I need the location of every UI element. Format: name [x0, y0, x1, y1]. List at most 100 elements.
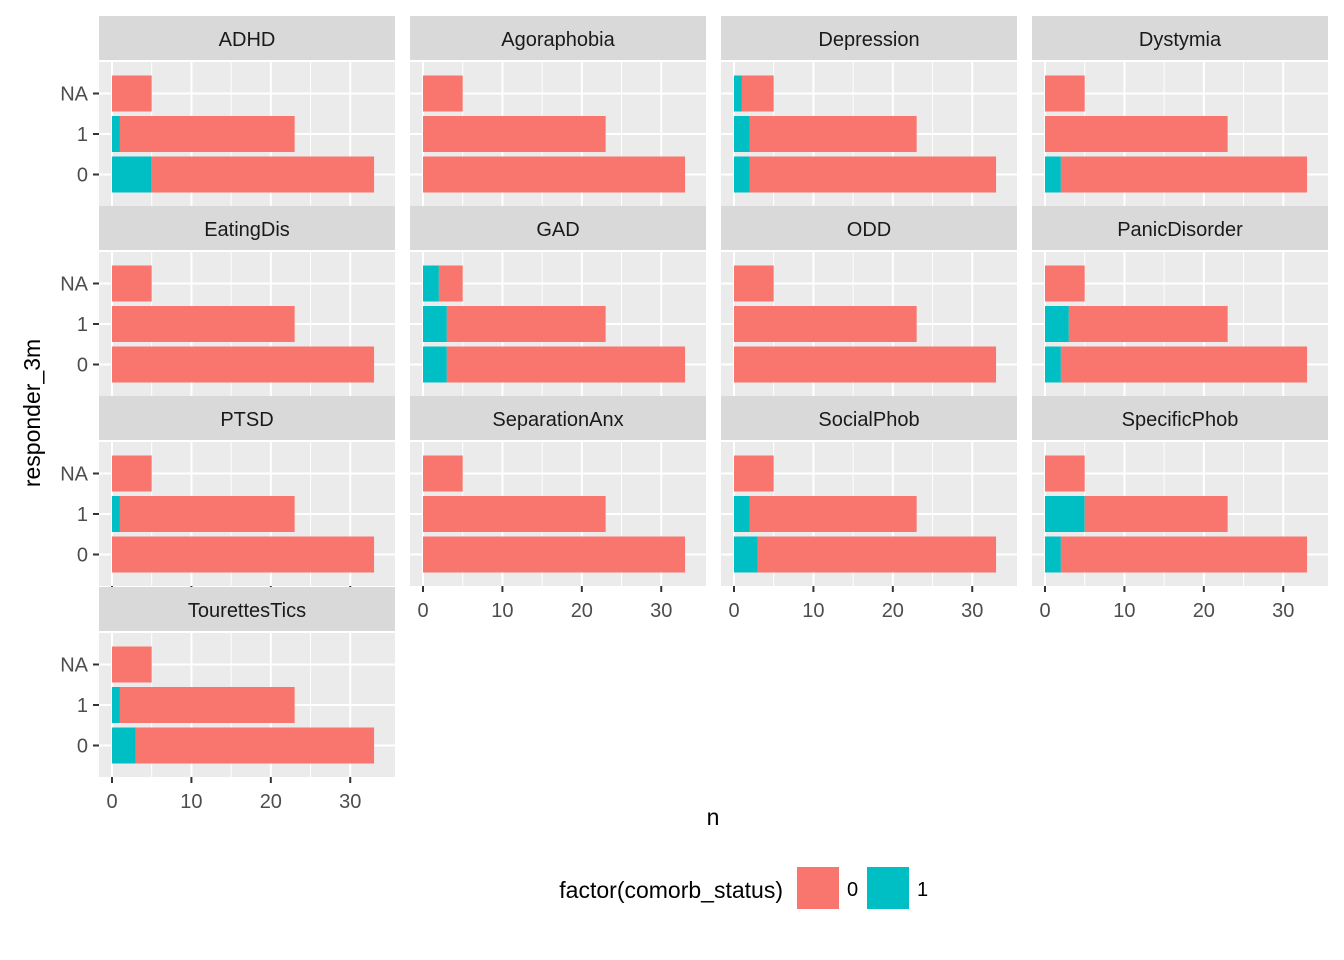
bar-segment-0: [112, 455, 152, 492]
x-tick-label: 20: [260, 791, 282, 813]
facet-panel: SocialPhob 0 10 20 30: [721, 396, 1017, 622]
bar-segment-1: [734, 156, 750, 193]
bar-segment-0: [1045, 265, 1085, 302]
x-tick-label: 0: [417, 600, 428, 622]
bar-segment-0: [423, 536, 686, 573]
bar-segment-0: [741, 75, 774, 112]
x-tick-label: 30: [650, 600, 672, 622]
bar-segment-0: [749, 116, 917, 152]
facet-title: ADHD: [219, 29, 276, 51]
y-axis-title: responder_3m: [19, 339, 45, 487]
x-tick-label: 10: [1113, 600, 1135, 622]
bar-segment-1: [112, 496, 120, 532]
facet-panel: ADHD 0 1 NA: [60, 16, 395, 212]
facet-panel: TourettesTics 0 1 NA 0 10 20 30: [60, 587, 395, 813]
bar-segment-0: [749, 156, 997, 193]
facet-strip: [99, 396, 395, 440]
bar-segment-1: [734, 536, 758, 573]
bar-segment-0: [119, 687, 295, 723]
facet-strip: [410, 16, 706, 60]
y-tick-label: 1: [77, 314, 88, 336]
bar-segment-0: [119, 496, 295, 532]
bar-segment-1: [1045, 496, 1085, 532]
bar-segment-0: [1060, 536, 1308, 573]
bar-segment-0: [423, 156, 686, 193]
facet-strip: [721, 396, 1017, 440]
x-tick-label: 10: [180, 791, 202, 813]
facet-panel: SeparationAnx 0 10 20 30: [410, 396, 706, 622]
facet-panels: ADHD 0 1 NA Agoraphobia Depression Dystymia Eat…: [60, 16, 1328, 813]
bar-segment-0: [151, 156, 375, 193]
bar-segment-0: [446, 346, 686, 383]
bar-segment-1: [112, 687, 120, 723]
bar-segment-1: [1045, 536, 1061, 573]
bar-segment-0: [1045, 75, 1085, 112]
bar-segment-1: [112, 156, 152, 193]
bar-segment-0: [112, 306, 295, 342]
facet-title: EatingDis: [204, 219, 290, 241]
y-tick-label: 0: [77, 545, 88, 567]
facet-title: SeparationAnx: [492, 409, 623, 431]
y-tick-label: 1: [77, 504, 88, 526]
bar-segment-0: [446, 306, 606, 342]
x-tick-label: 10: [802, 600, 824, 622]
legend-swatch: [867, 867, 909, 909]
y-tick-label: NA: [60, 84, 88, 106]
bar-segment-0: [119, 116, 295, 152]
facet-panel: Dystymia: [1032, 16, 1328, 212]
facet-title: SocialPhob: [818, 409, 919, 431]
bar-segment-0: [1068, 306, 1228, 342]
bar-segment-0: [112, 536, 375, 573]
facet-strip: [410, 206, 706, 250]
facet-title: Depression: [818, 29, 919, 51]
bar-segment-0: [757, 536, 997, 573]
facet-strip: [1032, 206, 1328, 250]
facet-strip: [1032, 396, 1328, 440]
facet-title: GAD: [536, 219, 579, 241]
bar-segment-0: [1045, 455, 1085, 492]
x-tick-label: 0: [106, 791, 117, 813]
facet-panel: GAD: [410, 206, 706, 402]
facet-strip: [99, 587, 395, 631]
facet-panel: EatingDis 0 1 NA: [60, 206, 395, 402]
y-tick-label: NA: [60, 274, 88, 296]
x-tick-label: 20: [1193, 600, 1215, 622]
facet-panel: SpecificPhob 0 10 20 30: [1032, 396, 1328, 622]
y-tick-label: 1: [77, 124, 88, 146]
facet-title: ODD: [847, 219, 891, 241]
x-tick-label: 30: [1272, 600, 1294, 622]
bar-segment-0: [112, 346, 375, 383]
bar-segment-0: [112, 265, 152, 302]
bar-segment-1: [423, 265, 439, 302]
x-axis-title: n: [707, 804, 720, 830]
x-tick-label: 30: [961, 600, 983, 622]
y-tick-label: 0: [77, 355, 88, 377]
bar-segment-0: [734, 455, 774, 492]
facet-title: Agoraphobia: [501, 29, 615, 51]
bar-segment-0: [112, 75, 152, 112]
bar-segment-0: [1060, 346, 1308, 383]
facet-title: TourettesTics: [188, 600, 306, 622]
facet-panel: PTSD 0 1 NA: [60, 396, 395, 592]
y-tick-label: NA: [60, 655, 88, 677]
facet-strip: [410, 396, 706, 440]
bar-segment-0: [1084, 496, 1228, 532]
x-tick-label: 0: [1039, 600, 1050, 622]
bar-segment-0: [423, 116, 606, 152]
facet-title: PTSD: [220, 409, 273, 431]
bar-segment-0: [1060, 156, 1308, 193]
facet-strip: [721, 206, 1017, 250]
y-tick-label: 1: [77, 695, 88, 717]
bar-segment-1: [112, 116, 120, 152]
y-tick-label: NA: [60, 464, 88, 486]
legend-title: factor(comorb_status): [559, 877, 783, 903]
facet-strip: [721, 16, 1017, 60]
facet-title: Dystymia: [1139, 29, 1222, 51]
bar-segment-1: [1045, 306, 1069, 342]
facet-strip: [99, 206, 395, 250]
y-tick-label: 0: [77, 165, 88, 187]
facet-title: PanicDisorder: [1117, 219, 1243, 241]
